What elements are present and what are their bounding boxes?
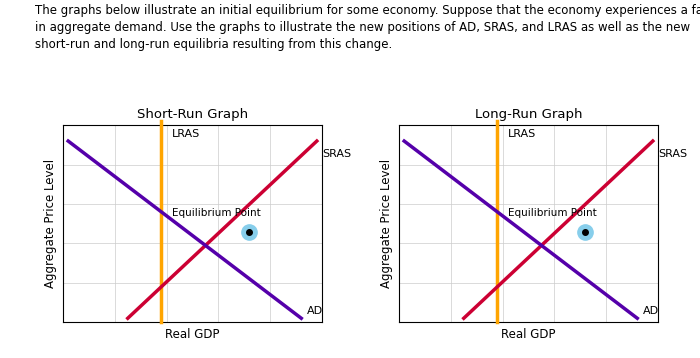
X-axis label: Real GDP: Real GDP [501, 328, 556, 341]
Text: AD: AD [643, 306, 659, 316]
Text: Equilibrium Point: Equilibrium Point [172, 208, 260, 218]
Title: Long-Run Graph: Long-Run Graph [475, 108, 582, 121]
Text: The graphs below illustrate an initial equilibrium for some economy. Suppose tha: The graphs below illustrate an initial e… [35, 4, 700, 50]
Text: LRAS: LRAS [172, 129, 200, 139]
X-axis label: Real GDP: Real GDP [165, 328, 220, 341]
Y-axis label: Aggregate Price Level: Aggregate Price Level [380, 159, 393, 288]
Text: LRAS: LRAS [508, 129, 536, 139]
Text: SRAS: SRAS [658, 149, 687, 159]
Text: AD: AD [307, 306, 323, 316]
Title: Short-Run Graph: Short-Run Graph [137, 108, 248, 121]
Text: SRAS: SRAS [322, 149, 351, 159]
Y-axis label: Aggregate Price Level: Aggregate Price Level [44, 159, 57, 288]
Text: Equilibrium Point: Equilibrium Point [508, 208, 596, 218]
